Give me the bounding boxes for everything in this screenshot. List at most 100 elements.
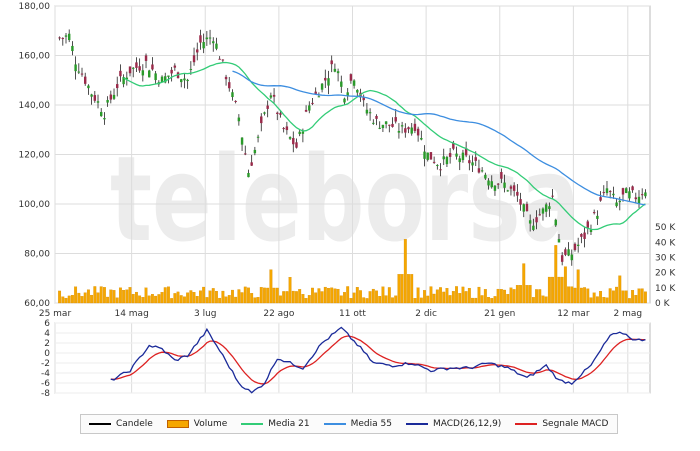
volume-bar [429, 286, 433, 304]
volume-bar [343, 292, 346, 304]
volume-bar [631, 290, 635, 304]
candle-body [336, 71, 340, 74]
volume-bar [544, 296, 548, 304]
candle-body [272, 94, 276, 97]
volume-bar [525, 285, 529, 304]
volume-bar [253, 297, 257, 304]
volume-bar [464, 291, 468, 304]
volume-bar [442, 291, 446, 304]
candle-body [464, 148, 468, 156]
volume-bar [163, 287, 167, 304]
volume-bar [128, 287, 132, 304]
volume-bar [74, 286, 78, 304]
candle-body [208, 37, 212, 39]
legend-label: Segnale MACD [542, 419, 609, 429]
volume-bar [586, 288, 590, 304]
candle-body [80, 73, 84, 75]
x-tick-label: 3 lug [194, 309, 217, 319]
volume-bar [167, 286, 170, 304]
volume-bar [490, 298, 494, 304]
candle-body [416, 128, 420, 136]
candle-body [407, 127, 410, 130]
volume-bar [637, 288, 641, 304]
volume-bar [64, 297, 68, 304]
volume-bar [291, 290, 295, 304]
candle-body [628, 191, 631, 199]
candle-body [365, 109, 369, 114]
volume-bar [541, 295, 545, 304]
volume-tick-label: 40 K [655, 238, 676, 248]
candle-body [356, 89, 359, 93]
candle-body [640, 194, 644, 196]
volume-bars [58, 239, 647, 304]
volume-bar [311, 287, 314, 304]
volume-bar [122, 290, 126, 304]
candle-body [503, 182, 506, 188]
candle-body [141, 70, 145, 76]
watermark: teleborsa [110, 130, 580, 268]
candle-body [61, 37, 65, 39]
volume-bar [339, 295, 343, 304]
candle-body [480, 170, 484, 172]
volume-bar [336, 288, 340, 304]
candle-body [352, 80, 356, 86]
grid-lines [54, 5, 650, 394]
candle-body [589, 229, 593, 232]
candle-body [541, 208, 545, 214]
candle-body [426, 152, 429, 160]
volume-bar [118, 287, 122, 304]
volume-bar [394, 295, 398, 304]
candle-body [202, 42, 205, 49]
candle-body [112, 94, 116, 99]
candle-body [384, 121, 388, 125]
candle-body [333, 68, 337, 72]
volume-bar [589, 297, 593, 304]
volume-tick-label: 20 K [655, 269, 676, 279]
volume-bar [474, 297, 478, 304]
volume-bar [102, 287, 106, 304]
candle-body [423, 151, 426, 159]
candle-body [247, 173, 250, 178]
candle-body [119, 70, 122, 77]
candle-body [413, 123, 417, 131]
candle-body [525, 203, 529, 212]
volume-bar [256, 297, 260, 304]
candle-body [77, 71, 81, 73]
candle-body [532, 225, 535, 230]
candle-body [314, 91, 317, 95]
candle-body [186, 79, 189, 82]
volume-bar [448, 295, 452, 304]
candle-body [621, 188, 625, 195]
volume-bar [576, 269, 580, 304]
candle-body [132, 67, 135, 69]
volume-bar [445, 288, 449, 304]
candle-body [528, 220, 532, 224]
candle-body [474, 157, 477, 161]
legend-swatch [166, 420, 189, 428]
candle-body [439, 169, 442, 171]
volume-bar [346, 286, 350, 304]
volume-bar [634, 294, 638, 304]
volume-bar [439, 287, 442, 304]
candle-body [608, 191, 612, 193]
candle-body [452, 142, 455, 149]
volume-bar [70, 295, 74, 304]
macd-tick-label: 4 [44, 329, 50, 339]
candle-body [109, 94, 113, 100]
x-tick-label: 14 mag [114, 309, 148, 319]
candle-body [292, 137, 295, 145]
volume-bar [535, 289, 538, 304]
candle-body [410, 127, 413, 134]
volume-bar [247, 287, 250, 304]
volume-bar [215, 291, 218, 304]
candle-body [637, 196, 641, 204]
volume-bar [275, 287, 279, 304]
candle-body [592, 212, 596, 214]
candle-body [71, 45, 74, 52]
candle-body [516, 191, 519, 196]
volume-bar [266, 287, 270, 304]
candle-body [487, 180, 490, 186]
volume-bar [387, 287, 391, 304]
candle-body [586, 221, 589, 228]
candle-body [624, 188, 628, 194]
